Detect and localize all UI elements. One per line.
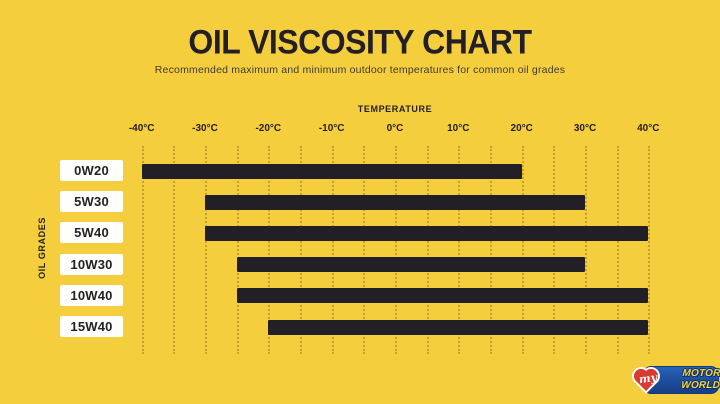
- grade-label-0w20: 0W20: [60, 160, 123, 181]
- logo-line1: MOTOR: [682, 368, 720, 379]
- grade-label-10w40: 10W40: [60, 284, 123, 306]
- gridline-10c: [458, 146, 461, 354]
- x-tick-40c: 40°C: [637, 123, 660, 134]
- gridline-35c: [616, 146, 619, 354]
- x-tick-0c: 0°C: [386, 123, 404, 134]
- heart-icon: my: [631, 365, 665, 395]
- gridline--10c: [331, 146, 334, 354]
- gridline--5c: [363, 146, 366, 354]
- range-bar-15w40: [268, 319, 649, 335]
- x-tick--10c: -10°C: [318, 123, 345, 134]
- gridline-20c: [521, 146, 524, 354]
- gridline-5c: [426, 146, 429, 354]
- x-tick-30c: 30°C: [573, 123, 597, 134]
- x-tick--30c: -30°C: [192, 123, 218, 134]
- x-tick-20c: 20°C: [510, 123, 533, 134]
- gridline--30c: [205, 146, 207, 354]
- x-tick--20c: -20°C: [255, 123, 282, 134]
- brand-logo: MOTOR WORLD my: [629, 360, 720, 400]
- gridline--20c: [268, 146, 271, 354]
- grade-label-5w30: 5W30: [60, 191, 123, 213]
- x-tick-10c: 10°C: [447, 123, 470, 134]
- gridline-40c: [648, 146, 651, 354]
- grade-label-15w40: 15W40: [60, 316, 123, 337]
- gridline--35c: [173, 146, 176, 354]
- logo-wordmark: MOTOR WORLD: [678, 368, 720, 392]
- range-bar-0w20: [141, 163, 522, 179]
- gridline--15c: [300, 146, 302, 354]
- gridline-15c: [490, 146, 492, 354]
- range-bar-5w30: [205, 194, 585, 210]
- page-subtitle: Recommended maximum and minimum outdoor …: [154, 64, 566, 76]
- range-bar-10w30: [236, 257, 585, 273]
- gridline--40c: [141, 146, 144, 354]
- grade-label-10w30: 10W30: [60, 253, 123, 275]
- gridline-0c: [395, 146, 397, 354]
- range-bar-5w40: [205, 225, 649, 241]
- x-tick--40c: -40°C: [128, 123, 155, 134]
- gridline-25c: [553, 146, 556, 354]
- page-title: OIL VISCOSITY CHART: [188, 22, 532, 61]
- y-axis-title: OIL GRADES: [37, 217, 47, 279]
- gridline--25c: [236, 146, 239, 354]
- grade-label-5w40: 5W40: [60, 222, 123, 244]
- x-axis-title: TEMPERATURE: [357, 104, 433, 114]
- logo-line2: WORLD: [680, 380, 720, 391]
- gridline-30c: [585, 146, 587, 354]
- range-bar-10w40: [236, 288, 649, 304]
